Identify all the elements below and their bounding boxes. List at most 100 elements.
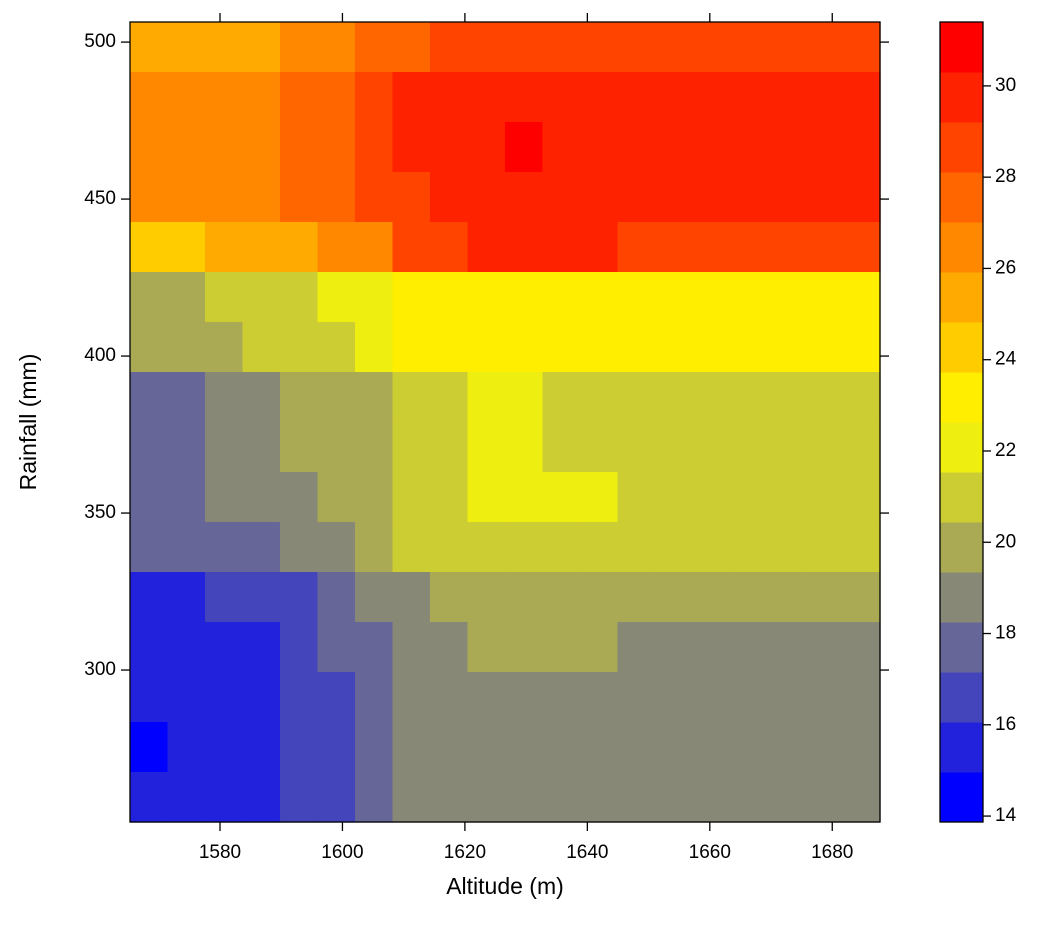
heat-cell (317, 272, 356, 323)
heat-cell (317, 21, 356, 73)
heat-cell (842, 521, 881, 573)
heat-cell (317, 172, 356, 223)
heat-cell (729, 121, 769, 173)
x-tick-label: 1580 (199, 842, 241, 863)
heat-cell (767, 321, 806, 373)
colorbar-tick-label: 24 (995, 349, 1017, 370)
heat-cell (617, 772, 656, 823)
colorbar-tick-label: 16 (995, 714, 1016, 735)
heat-cell (204, 321, 244, 373)
heat-cell (767, 272, 806, 323)
colorbar-bin (940, 522, 983, 573)
heat-cell (167, 772, 206, 823)
heat-cell (729, 672, 769, 723)
heat-cell (129, 572, 169, 623)
heat-cell (617, 472, 656, 523)
heat-cell (467, 221, 506, 273)
heat-cell (729, 721, 769, 773)
heat-cell (767, 221, 806, 273)
heat-cell (354, 721, 394, 773)
x-axis-title: Altitude (m) (446, 873, 564, 899)
heat-cell (167, 721, 206, 773)
heat-cell (692, 121, 731, 173)
heat-cell (842, 221, 881, 273)
heat-cell (129, 272, 169, 323)
heat-cell (842, 621, 881, 673)
heat-cell (129, 621, 169, 673)
heat-cell (617, 272, 656, 323)
heat-cell (654, 621, 694, 673)
heat-cell (429, 772, 469, 823)
colorbar-bin (940, 222, 983, 273)
heat-cell (242, 572, 281, 623)
heat-cell (579, 572, 619, 623)
heat-cell (767, 572, 806, 623)
colorbar-bin (940, 72, 983, 123)
heat-cell (467, 372, 506, 423)
heat-cell (129, 521, 169, 573)
heat-cell (167, 172, 206, 223)
heat-cell (767, 521, 806, 573)
heat-cell (804, 121, 844, 173)
heat-cell (167, 272, 206, 323)
heat-cell (467, 72, 506, 123)
heat-cell (692, 521, 731, 573)
heat-cell (767, 121, 806, 173)
colorbar-tick-label: 20 (995, 531, 1016, 552)
heat-cell (242, 521, 281, 573)
heat-cell (504, 421, 544, 473)
heat-cell (242, 221, 281, 273)
y-tick-label: 400 (84, 345, 116, 366)
heat-cell (354, 21, 394, 73)
heat-cell (279, 421, 319, 473)
heat-cell (129, 472, 169, 523)
heat-cell (204, 172, 244, 223)
heat-cell (654, 721, 694, 773)
heat-cell (129, 772, 169, 823)
heat-cell (392, 621, 431, 673)
heat-cell (542, 372, 581, 423)
heat-cell (429, 172, 469, 223)
y-tick-label: 350 (84, 502, 116, 523)
heat-cell (617, 221, 656, 273)
heat-cell (729, 472, 769, 523)
heat-cell (392, 572, 431, 623)
heat-cell (392, 472, 431, 523)
heat-cell (767, 772, 806, 823)
heat-cell (317, 521, 356, 573)
heat-cell (504, 672, 544, 723)
heat-cell (692, 572, 731, 623)
heat-cell (242, 21, 281, 73)
heat-cell (504, 72, 544, 123)
heat-cell (429, 421, 469, 473)
heat-cell (692, 672, 731, 723)
heat-cell (804, 421, 844, 473)
plot-frame (129, 21, 881, 823)
heat-cell (392, 121, 431, 173)
heat-cell (467, 421, 506, 473)
heat-cell (654, 272, 694, 323)
heat-cell (804, 572, 844, 623)
heat-cell (392, 421, 431, 473)
heat-cell (429, 472, 469, 523)
heat-cell (467, 172, 506, 223)
heat-cell (692, 272, 731, 323)
heat-cell (542, 421, 581, 473)
heat-cell (467, 521, 506, 573)
heat-cell (429, 721, 469, 773)
x-tick-label: 1660 (689, 842, 731, 863)
heat-cell (804, 521, 844, 573)
heat-cell (542, 72, 581, 123)
heat-cell (167, 672, 206, 723)
heat-cell (279, 721, 319, 773)
heat-cell (617, 121, 656, 173)
colorbar-bin (940, 322, 983, 373)
heat-cell (204, 121, 244, 173)
heat-cell (129, 221, 169, 273)
heat-cell (579, 772, 619, 823)
heat-cell (204, 21, 244, 73)
heat-cell (692, 721, 731, 773)
heat-cell (429, 121, 469, 173)
heat-cell (729, 621, 769, 673)
